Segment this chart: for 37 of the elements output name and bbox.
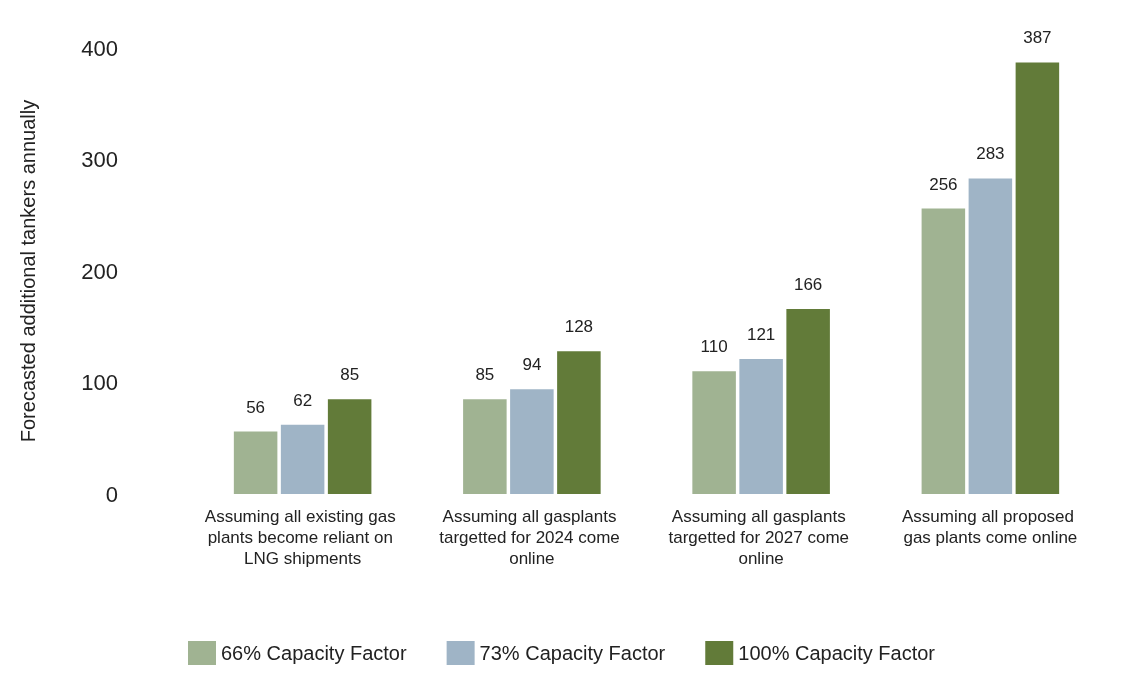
y-tick-label: 300	[81, 147, 118, 172]
x-tick-label: Assuming all proposed gas plants come online	[902, 507, 1079, 547]
bar	[692, 371, 736, 494]
data-label: 256	[929, 174, 958, 194]
data-label: 56	[246, 397, 266, 417]
x-tick-label: Assuming all gasplants targetted for 2027 come online	[668, 507, 854, 568]
data-label: 62	[293, 390, 313, 410]
data-label: 128	[564, 317, 594, 337]
legend-label: 66% Capacity Factor	[220, 642, 407, 664]
y-tick-label: 100	[81, 370, 118, 395]
bar	[968, 178, 1013, 494]
bar	[739, 359, 783, 494]
bar	[921, 208, 966, 494]
data-label: 121	[746, 325, 776, 345]
y-tick-label: 0	[105, 481, 118, 507]
data-label: 85	[340, 365, 360, 385]
bar	[280, 424, 325, 494]
data-label: 283	[976, 144, 1005, 164]
bar	[327, 399, 372, 494]
data-label: 166	[793, 274, 823, 294]
legend-label: 73% Capacity Factor	[479, 642, 666, 664]
bar	[463, 399, 507, 494]
bar	[510, 389, 554, 494]
bar	[233, 431, 278, 494]
data-label: 85	[475, 365, 495, 385]
data-label: 387	[1023, 28, 1052, 48]
y-axis-title: Forecasted additional tankers annually	[17, 99, 39, 443]
y-tick-label: 400	[81, 35, 118, 61]
data-label: 94	[522, 355, 542, 375]
x-tick-label: Assuming all existing gas plants become reliant on LNG shipments	[204, 507, 401, 568]
legend-label: 100% Capacity Factor	[738, 642, 936, 664]
bar	[786, 308, 830, 494]
x-tick-label: Assuming all gasplants targetted for 2024 come online	[439, 507, 625, 568]
bar	[1015, 62, 1060, 494]
data-label: 110	[700, 337, 728, 357]
y-tick-label: 200	[81, 258, 118, 284]
bar	[557, 351, 601, 494]
